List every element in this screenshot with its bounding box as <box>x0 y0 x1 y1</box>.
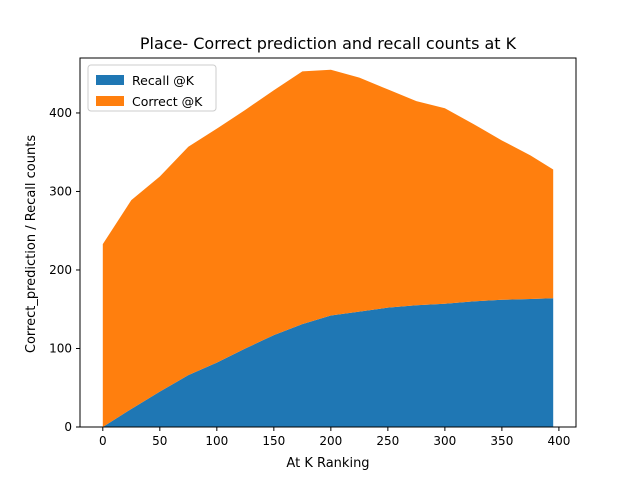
legend-label: Correct @K <box>132 94 203 109</box>
legend-label: Recall @K <box>132 73 195 88</box>
x-tick-label: 150 <box>262 434 285 448</box>
x-tick-label: 250 <box>376 434 399 448</box>
x-tick-label: 0 <box>99 434 107 448</box>
plot-frame <box>79 57 577 428</box>
y-tick-label: 200 <box>49 263 72 277</box>
x-axis-label: At K Ranking <box>286 456 369 471</box>
legend-swatch <box>96 96 124 106</box>
x-tick-label: 300 <box>433 434 456 448</box>
x-tick-label: 50 <box>152 434 167 448</box>
y-tick-label: 100 <box>49 341 72 355</box>
legend-swatch <box>96 75 124 85</box>
x-tick-label: 400 <box>547 434 570 448</box>
y-tick-label: 400 <box>49 106 72 120</box>
chart-legend: Recall @K Correct @K <box>87 64 217 112</box>
y-tick-label: 0 <box>64 420 72 434</box>
chart-title: Place- Correct prediction and recall cou… <box>140 34 517 53</box>
y-axis-label: Correct_prediction / Recall counts <box>24 135 39 353</box>
x-tick-label: 350 <box>490 434 513 448</box>
area-series-1 <box>102 298 554 427</box>
x-tick-label: 100 <box>205 434 228 448</box>
x-tick-label: 200 <box>319 434 342 448</box>
area-series-2 <box>102 69 554 427</box>
y-tick-label: 300 <box>49 184 72 198</box>
